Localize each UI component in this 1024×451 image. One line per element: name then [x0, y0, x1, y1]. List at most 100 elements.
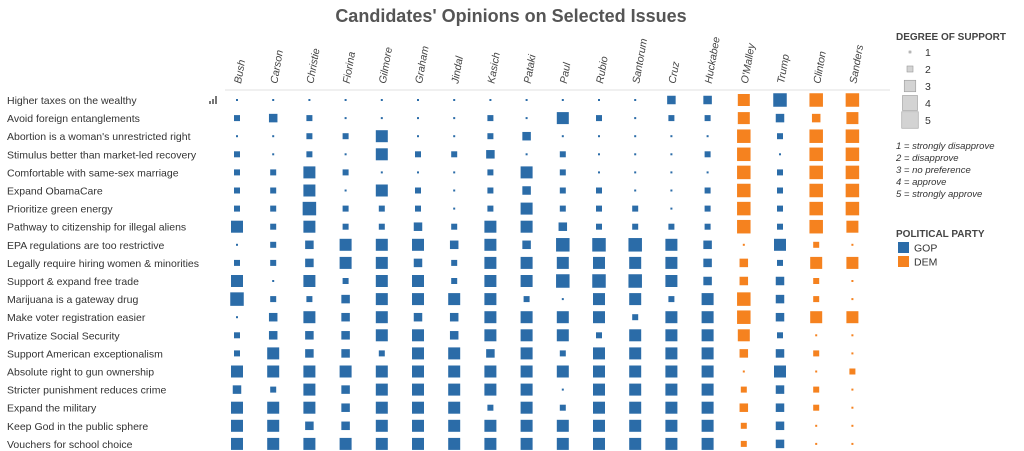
support-mark — [412, 238, 424, 251]
support-mark — [701, 437, 714, 450]
support-mark — [449, 331, 459, 340]
support-mark — [737, 329, 750, 342]
support-mark — [775, 276, 785, 286]
support-mark — [815, 424, 818, 427]
issue-label: Marijuana is a gateway drug — [7, 294, 138, 306]
issue-label: Higher taxes on the wealthy — [7, 95, 137, 107]
support-mark — [303, 383, 316, 396]
support-mark — [846, 256, 859, 269]
support-mark — [413, 258, 423, 268]
support-mark — [342, 205, 349, 212]
support-mark — [556, 365, 569, 378]
support-mark — [412, 383, 424, 396]
support-mark — [742, 243, 745, 246]
support-mark — [704, 151, 711, 158]
issue-label: Vouchers for school choice — [7, 439, 133, 451]
support-mark — [632, 205, 639, 212]
support-mark — [629, 419, 642, 432]
issue-label: Legally require hiring women & minoritie… — [7, 258, 199, 270]
support-mark — [593, 383, 605, 396]
support-mark — [520, 311, 533, 324]
support-mark — [412, 419, 424, 432]
support-mark — [484, 329, 497, 342]
candidate-label: Sanders — [848, 43, 867, 84]
support-mark — [739, 403, 749, 412]
support-mark — [308, 99, 311, 101]
candidate-label: Gilmore — [377, 46, 395, 84]
support-mark — [813, 350, 820, 357]
support-mark — [341, 349, 350, 358]
support-mark — [701, 401, 714, 414]
support-mark — [417, 135, 419, 138]
support-mark — [339, 256, 352, 269]
candidate-label: O'Malley — [739, 42, 758, 85]
support-mark — [234, 151, 240, 158]
support-mark — [774, 238, 786, 251]
support-mark — [306, 115, 313, 122]
support-mark — [737, 147, 751, 162]
support-legend-note: 1 = strongly disapprove — [896, 141, 995, 152]
support-mark — [628, 274, 642, 288]
support-mark — [737, 201, 751, 216]
sort-icon[interactable] — [209, 96, 217, 104]
support-mark — [451, 223, 458, 230]
support-mark — [448, 347, 461, 360]
support-mark — [272, 99, 275, 101]
support-mark — [851, 352, 854, 355]
support-mark — [665, 419, 678, 432]
support-mark — [668, 223, 675, 230]
support-mark — [815, 442, 818, 445]
support-mark — [486, 150, 495, 159]
support-mark — [846, 112, 859, 125]
support-mark — [268, 331, 278, 340]
support-mark — [453, 171, 456, 174]
support-mark — [231, 401, 243, 414]
support-mark — [523, 296, 530, 303]
support-mark — [740, 386, 747, 393]
support-mark — [267, 419, 280, 432]
support-mark — [777, 223, 783, 230]
support-mark — [596, 187, 602, 194]
support-mark — [556, 419, 569, 432]
issue-label: Make voter registration easier — [7, 312, 146, 324]
support-mark — [451, 278, 458, 284]
support-mark — [556, 329, 569, 342]
support-legend-note: 3 = no preference — [896, 165, 971, 176]
support-mark — [305, 349, 314, 358]
support-mark — [665, 401, 678, 414]
support-mark — [561, 135, 564, 138]
support-mark — [739, 349, 749, 358]
support-mark — [487, 187, 494, 194]
support-mark — [634, 189, 637, 192]
support-mark — [231, 220, 243, 233]
support-mark — [596, 115, 602, 122]
support-mark — [775, 349, 785, 358]
issue-label: Absolute right to gun ownership — [7, 367, 154, 379]
candidate-label: Pataki — [522, 53, 539, 84]
support-mark — [777, 205, 783, 212]
support-mark — [740, 440, 747, 447]
support-legend-note: 5 = strongly approve — [896, 189, 982, 200]
support-mark — [303, 401, 316, 414]
support-mark — [520, 383, 533, 396]
support-mark — [375, 275, 388, 287]
issue-label: Privatize Social Security — [7, 330, 120, 342]
support-mark — [375, 401, 388, 414]
support-mark — [556, 274, 570, 288]
support-mark — [704, 223, 711, 230]
support-mark — [453, 135, 456, 138]
support-mark — [777, 133, 783, 140]
issue-label: Prioritize green energy — [7, 204, 113, 216]
support-mark — [670, 135, 673, 138]
support-mark — [634, 135, 637, 138]
support-mark — [270, 169, 277, 176]
support-mark — [775, 421, 785, 431]
candidate-label: Cruz — [667, 60, 683, 85]
support-mark — [704, 187, 711, 194]
support-mark — [520, 256, 533, 269]
support-mark — [272, 153, 275, 156]
candidate-label: Fiorina — [341, 51, 358, 85]
support-mark — [267, 437, 280, 450]
support-mark — [484, 256, 497, 269]
